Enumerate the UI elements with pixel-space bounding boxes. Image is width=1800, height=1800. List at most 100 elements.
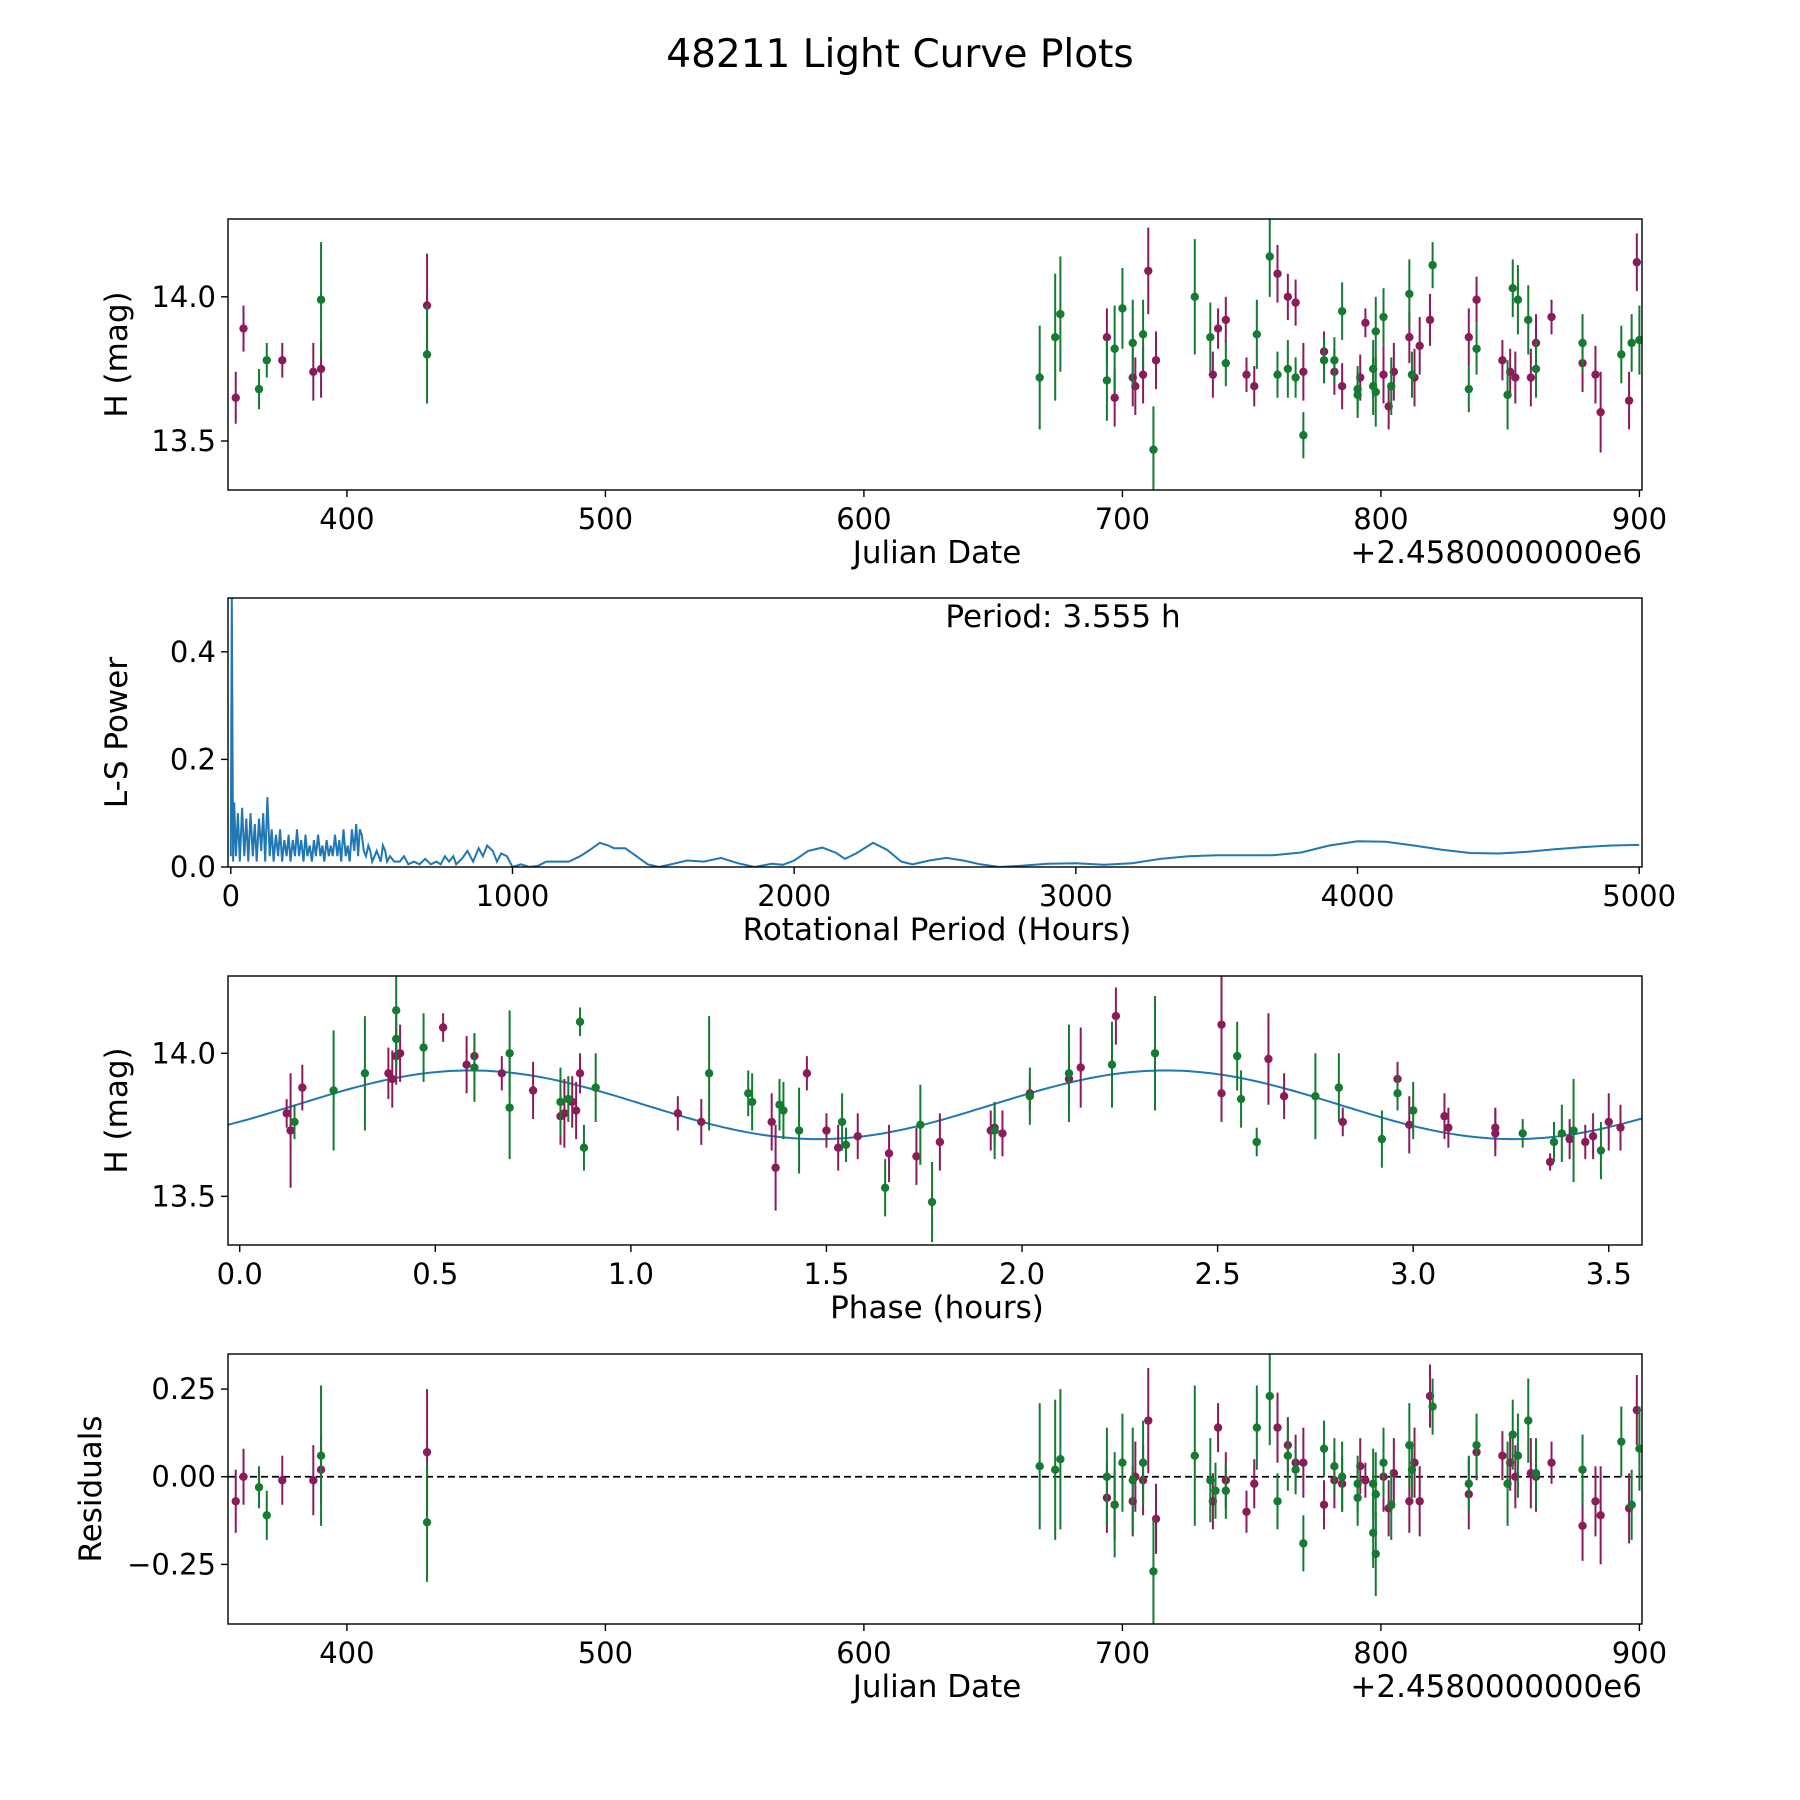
data-point <box>1425 315 1435 325</box>
data-point <box>1405 289 1414 299</box>
data-point <box>1208 370 1218 379</box>
data-point <box>290 1117 299 1127</box>
data-point <box>1526 373 1536 382</box>
data-point <box>1569 1126 1578 1135</box>
data-point <box>1273 370 1282 379</box>
data-point <box>1415 341 1424 351</box>
data-point <box>1588 1132 1598 1141</box>
data-point <box>1472 344 1481 353</box>
data-point <box>1265 252 1274 261</box>
data-point <box>1330 1462 1339 1471</box>
data-point <box>1252 1137 1261 1147</box>
data-point <box>1221 358 1231 368</box>
data-point <box>1371 1549 1380 1559</box>
data-point <box>1118 304 1127 313</box>
data-point <box>316 364 326 374</box>
x-tick-label: 0.5 <box>412 1257 458 1291</box>
data-point <box>1299 1458 1308 1467</box>
data-point <box>1221 1486 1231 1495</box>
y-axis-label: H (mag) <box>99 1047 135 1173</box>
data-point <box>329 1086 338 1095</box>
x-tick-label: 900 <box>1612 502 1667 536</box>
data-point <box>779 1106 788 1115</box>
data-point <box>1624 396 1634 405</box>
x-tick-label: 500 <box>578 502 633 536</box>
data-point <box>747 1097 757 1107</box>
data-point <box>1581 1137 1590 1147</box>
data-point <box>505 1103 514 1112</box>
x-tick-label: 3000 <box>1039 879 1113 913</box>
data-point <box>1407 1465 1417 1474</box>
x-axis-label: Rotational Period (Hours) <box>743 912 1132 948</box>
y-tick-label: 13.5 <box>151 1179 216 1213</box>
data-point <box>282 1109 291 1118</box>
data-point <box>1273 1423 1282 1432</box>
data-point <box>697 1117 706 1127</box>
data-point <box>1144 1416 1153 1425</box>
data-point <box>841 1140 851 1150</box>
data-point <box>1206 1476 1215 1485</box>
data-point <box>360 1069 370 1078</box>
plot-area <box>228 976 1642 1243</box>
data-point <box>1337 307 1347 316</box>
data-point <box>1371 327 1380 336</box>
data-point <box>575 1017 585 1026</box>
data-point <box>1291 298 1300 307</box>
x-tick-label: 1000 <box>476 879 550 913</box>
x-tick-label: 2.0 <box>999 1257 1045 1291</box>
data-point <box>1531 1469 1541 1478</box>
data-point <box>1111 1011 1121 1021</box>
data-point <box>1299 431 1308 440</box>
data-point <box>591 1083 600 1092</box>
data-point <box>262 1511 271 1520</box>
figure-title: 48211 Light Curve Plots <box>666 32 1133 77</box>
data-point <box>1405 333 1414 342</box>
data-point <box>935 1137 945 1147</box>
data-point <box>1273 1497 1282 1506</box>
data-point <box>990 1126 999 1135</box>
data-point <box>1596 407 1605 417</box>
y-tick-label: 0.00 <box>151 1460 216 1494</box>
panel-phase: 0.0 0.5 1.0 1.5 2.0 2.5 3.0 3.5 13.5 14.0 Phase (h… <box>99 975 1643 1326</box>
data-point <box>278 356 287 365</box>
data-point <box>1503 390 1512 400</box>
x-tick-label: 900 <box>1612 1636 1667 1670</box>
data-point <box>912 1152 921 1161</box>
axes-frame <box>227 1353 1643 1625</box>
series-filter-a <box>231 1364 1642 1565</box>
x-tick-label: 2000 <box>757 879 831 913</box>
x-tick-label: 3.5 <box>1586 1257 1632 1291</box>
data-point <box>1513 295 1523 304</box>
data-point <box>422 301 432 310</box>
y-tick-label: 0.25 <box>151 1372 216 1406</box>
y-tick-label: 0.2 <box>170 742 216 776</box>
data-point <box>309 367 318 376</box>
data-point <box>1110 393 1119 402</box>
data-point <box>438 1023 448 1032</box>
data-point <box>422 1518 432 1527</box>
data-point <box>1596 1511 1605 1520</box>
data-point <box>1056 309 1065 319</box>
data-point <box>1283 292 1293 302</box>
y-axis-label: H (mag) <box>99 291 135 417</box>
data-point <box>1444 1123 1453 1132</box>
data-point <box>564 1094 573 1104</box>
data-point <box>1524 1416 1533 1425</box>
data-point <box>1221 315 1231 325</box>
data-point <box>1118 1458 1127 1467</box>
data-point <box>528 1086 538 1095</box>
data-point <box>704 1069 714 1078</box>
series-filter-a <box>231 227 1642 453</box>
x-tick-label: 800 <box>1353 502 1408 536</box>
data-point <box>1387 382 1396 391</box>
data-point <box>1578 1521 1587 1531</box>
data-point <box>1472 1440 1481 1450</box>
data-point <box>1635 335 1642 345</box>
data-point <box>916 1120 925 1130</box>
y-tick-label: −0.25 <box>127 1547 216 1581</box>
data-point <box>1102 1472 1112 1481</box>
x-tick-label: 400 <box>319 502 374 536</box>
data-point <box>744 1089 753 1098</box>
data-point <box>1524 315 1533 325</box>
data-point <box>1110 1500 1119 1509</box>
